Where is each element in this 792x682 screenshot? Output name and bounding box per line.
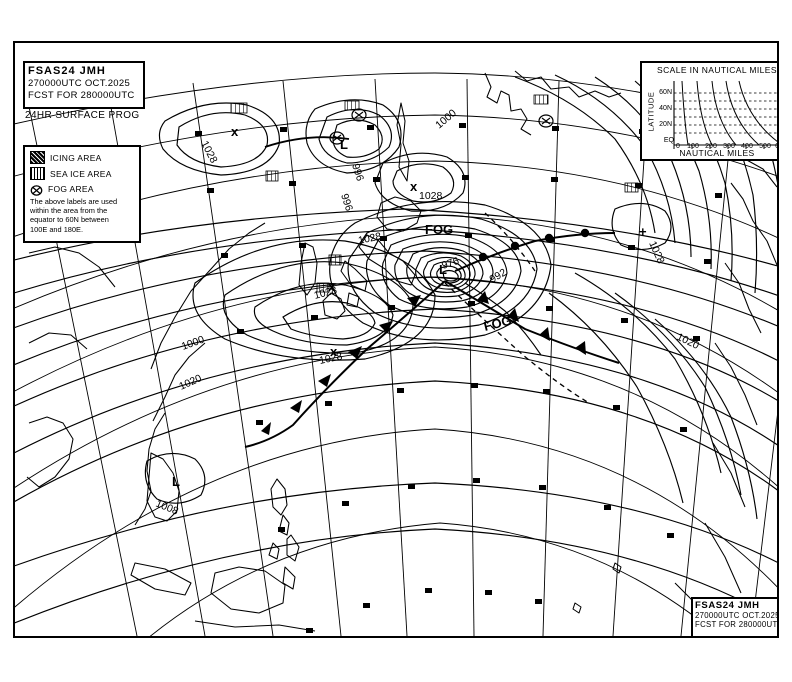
sea-ice-area-icon	[30, 167, 45, 180]
fog-area-icon	[30, 183, 43, 196]
graticule-tick-marks	[195, 123, 722, 633]
pressure-label: 1028	[419, 190, 443, 202]
footer-analysis-time: 270000UTC OCT.2025	[695, 611, 779, 620]
fog-label: FOG	[482, 313, 513, 334]
scale-x-tick: 300	[723, 143, 735, 150]
header-analysis-time: 270000UTC OCT.2025	[28, 78, 131, 89]
legend-note-line: within the area from the	[30, 206, 108, 216]
pressure-label: 1000	[180, 333, 206, 352]
high-center-symbol: x	[410, 179, 418, 194]
legend-item-sea-ice: SEA ICE AREA	[30, 167, 134, 180]
high-center-symbol: x	[231, 124, 239, 139]
pressure-label: 992	[488, 266, 509, 285]
trough-line	[444, 212, 590, 404]
scale-y-tick: 20N	[659, 121, 672, 128]
fog-label: FOG	[425, 222, 453, 237]
legend-item-fog: FOG AREA	[30, 183, 134, 196]
low-center-symbol: L	[340, 137, 348, 152]
cold-front	[244, 280, 620, 448]
pressure-label: 1028	[198, 139, 219, 165]
scale-x-tick: 500	[759, 143, 771, 150]
pressure-label: 1028	[313, 284, 339, 302]
scale-x-tick: 0	[676, 143, 680, 150]
header-product-line: FSAS24 JMH	[28, 65, 106, 77]
scale-y-tick: EQ	[663, 137, 674, 144]
warm-front	[454, 232, 616, 272]
icing-area-icon	[30, 151, 45, 164]
legend-note-line: 100E and 180E.	[30, 224, 84, 234]
high-center-symbol: x	[328, 279, 336, 294]
pressure-label: 1028	[357, 230, 382, 247]
chart-footer-box: FSAS24 JMH 270000UTC OCT.2025 FCST FOR 2…	[691, 597, 779, 636]
pressure-label: 1020	[675, 331, 701, 352]
chart-header-box: FSAS24 JMH 270000UTC OCT.2025 FCST FOR 2…	[23, 61, 145, 109]
sea-ice-areas	[230, 94, 639, 293]
pressure-label: 996	[349, 162, 366, 183]
scale-y-tick: 60N	[659, 89, 672, 96]
icing-areas	[329, 108, 554, 145]
legend-note-line: equator to 60N between	[30, 215, 109, 225]
low-center-symbol: L	[439, 262, 447, 277]
pressure-label: 1020	[177, 372, 203, 393]
scale-x-axis-label: NAUTICAL MILES	[679, 148, 755, 158]
scale-title: SCALE IN NAUTICAL MILES	[657, 65, 777, 75]
scale-y-tick: 40N	[659, 105, 672, 112]
pressure-label: 1000	[433, 107, 459, 131]
high-center-symbol: +	[639, 224, 647, 239]
map-frame: 1028 996 996 1000 1028 1028 1028 1028 97…	[13, 41, 779, 638]
legend-item-icing: ICING AREA	[30, 151, 134, 164]
low-center-symbol: L	[172, 474, 180, 489]
pressure-value-labels: 1028 996 996 1000 1028 1028 1028 1028 97…	[154, 107, 701, 518]
map-drawing-layer: 1028 996 996 1000 1028 1028 1028 1028 97…	[15, 70, 777, 636]
occluded-front	[264, 136, 350, 148]
scale-x-tick: 600	[775, 143, 779, 150]
pressure-label: 1008	[154, 498, 180, 518]
scale-x-tick: 200	[705, 143, 717, 150]
pressure-label: 1028	[318, 350, 343, 367]
nautical-scale-box: SCALE IN NAUTICAL MILES LATITUDE NAUTICA…	[640, 61, 779, 161]
pressure-label: 976	[440, 255, 461, 272]
warm-front-bumps	[478, 228, 590, 262]
cold-front-barbs	[261, 291, 586, 435]
header-product-name: 24HR SURFACE PROG	[25, 110, 140, 121]
pressure-label: 996	[338, 192, 355, 213]
fog-area-labels: FOG FOG	[425, 222, 513, 334]
legend-note: The above labels are used within the are…	[30, 197, 134, 234]
high-center-symbol: x	[330, 344, 338, 359]
footer-forecast-time: FCST FOR 280000UTC	[695, 620, 779, 629]
scale-x-tick: 400	[741, 143, 753, 150]
legend-item-label: ICING AREA	[50, 152, 102, 163]
footer-product-line: FSAS24 JMH	[695, 600, 760, 611]
scale-x-tick: 100	[687, 143, 699, 150]
scale-nomogram	[673, 80, 777, 149]
legend-box: ICING AREA SEA ICE AREA FOG AREA The abo…	[23, 145, 141, 243]
legend-note-line: The above labels are used	[30, 197, 118, 206]
header-forecast-time: FCST FOR 280000UTC	[28, 90, 135, 101]
legend-item-label: SEA ICE AREA	[50, 168, 112, 179]
legend-item-label: FOG AREA	[48, 183, 94, 194]
system-center-symbols: x x x x + L L L	[172, 124, 647, 489]
